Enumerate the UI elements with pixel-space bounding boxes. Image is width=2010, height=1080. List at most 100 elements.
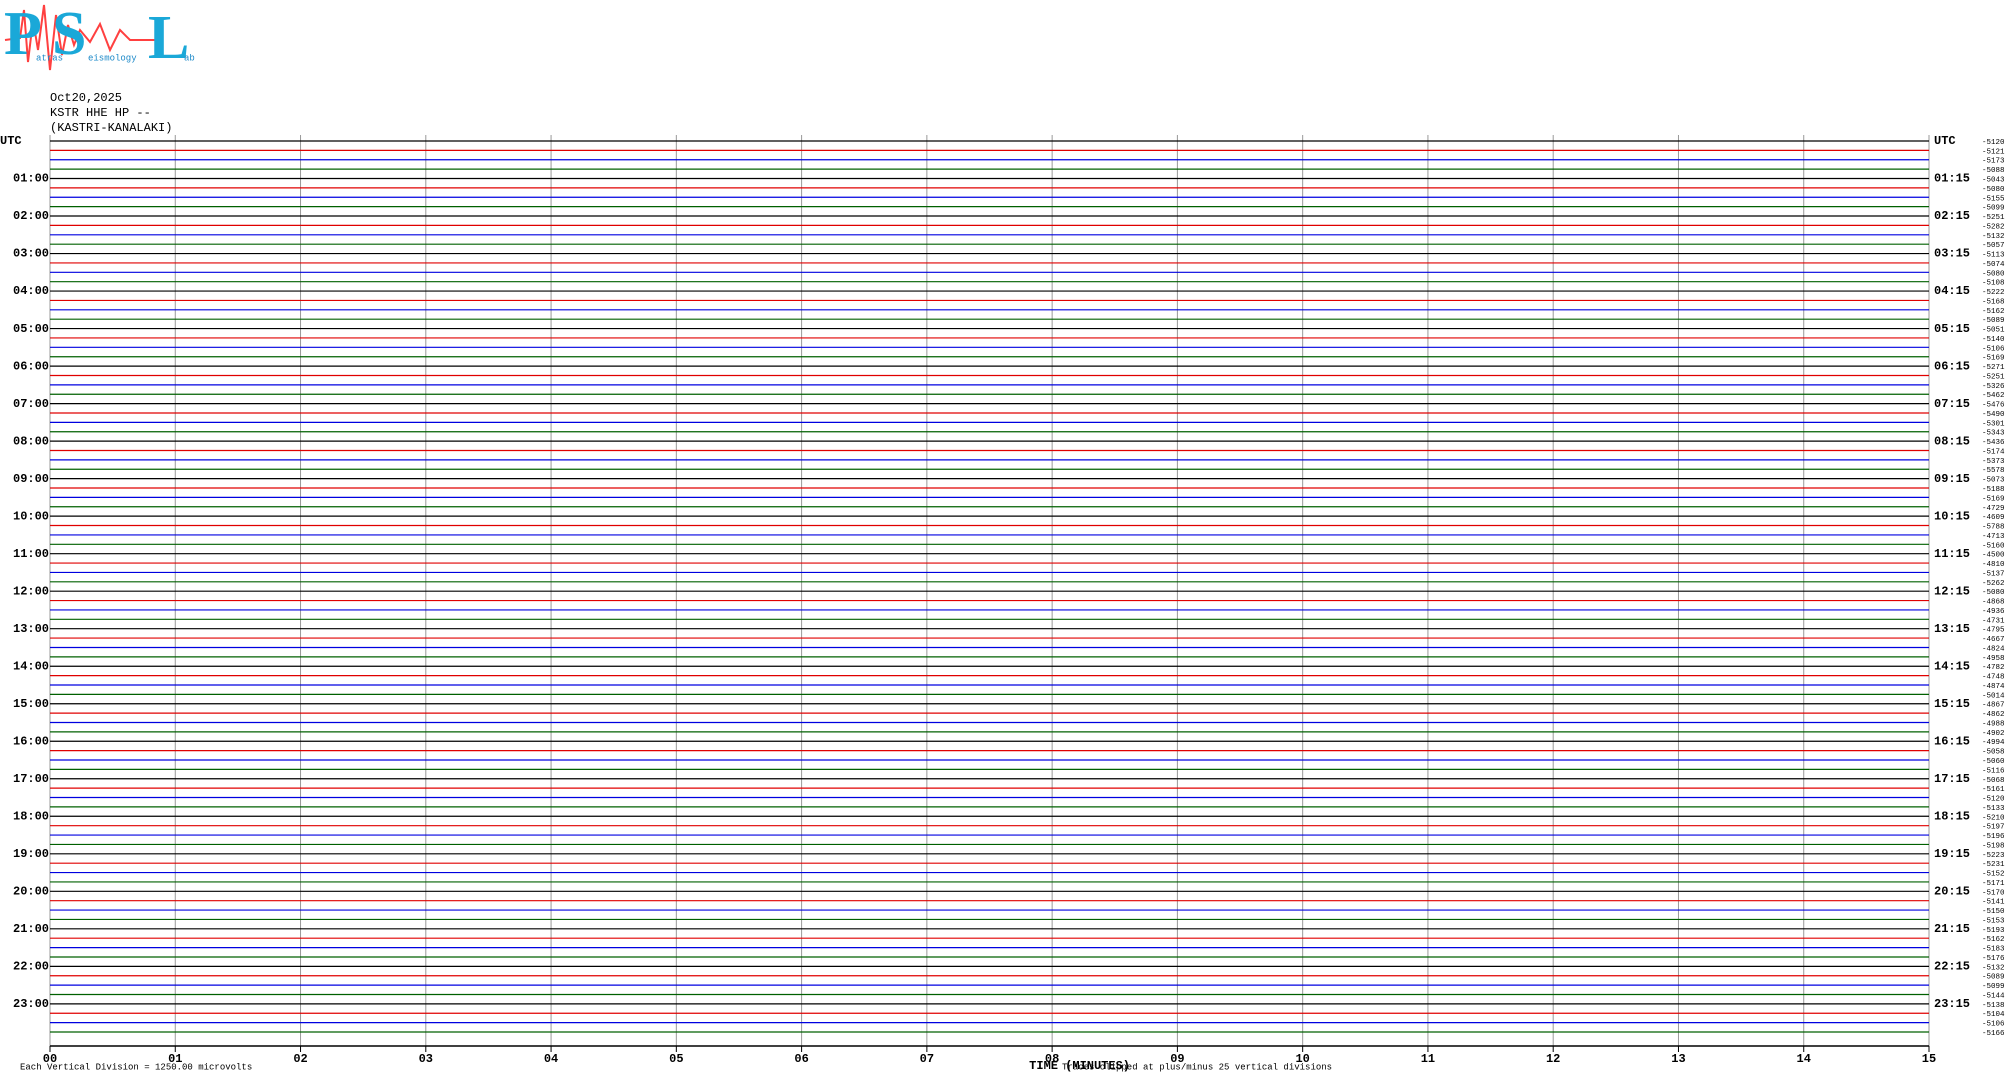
scale-note: Each Vertical Division = 1250.00 microvo… [20,1062,252,1072]
logo: P S L atras eismology ab [4,0,195,72]
x-tick-label: 02 [293,1052,307,1066]
hour-label: UTC [0,134,22,148]
logo-word: atras [36,53,63,63]
hour-label: 07:00 [13,397,49,411]
trace-offset: -4500 [1982,552,2005,560]
trace-offset: -5138 [1982,1002,2005,1010]
hour-label: 21:00 [13,922,49,936]
trace-offset: -4862 [1982,711,2005,719]
logo-letter: L [148,4,189,72]
trace-offset: -5099 [1982,205,2005,213]
trace-offset: -5060 [1982,758,2005,766]
hour-label: 10:15 [1934,509,1970,523]
trace-offset: -5153 [1982,917,2005,925]
logo-wave [4,4,160,71]
trace-offset: -5301 [1982,420,2005,428]
trace-offset: -4748 [1982,674,2005,682]
x-tick-label: 08 [1045,1052,1059,1066]
trace-offset: -4988 [1982,720,2005,728]
hour-label: 16:15 [1934,734,1970,748]
x-tick-label: 01 [168,1052,182,1066]
trace-offset: -5132 [1982,233,2005,241]
hour-label: 17:00 [13,772,49,786]
trace-offset: -5223 [1982,852,2005,860]
hour-label: 14:15 [1934,659,1970,673]
trace-offset: -5193 [1982,927,2005,935]
trace-offset: -5089 [1982,974,2005,982]
trace-offset: -4782 [1982,664,2005,672]
date: Oct20,2025 [50,91,122,105]
logo-word: eismology [88,53,137,63]
trace-offset: -4867 [1982,702,2005,710]
hour-label: 04:15 [1934,284,1970,298]
hour-label: 08:00 [13,434,49,448]
hour-label: 22:00 [13,960,49,974]
hour-label: 06:15 [1934,359,1970,373]
trace-offset: -5166 [1982,1030,2005,1038]
trace-offset: -5176 [1982,955,2005,963]
trace-offset: -5120 [1982,796,2005,804]
hour-label: 05:00 [13,322,49,336]
hour-label: 16:00 [13,734,49,748]
trace-offset: -5171 [1982,880,2005,888]
hour-label: 14:00 [13,659,49,673]
hour-label: 13:00 [13,622,49,636]
trace-offset: -5089 [1982,317,2005,325]
trace-offset: -5170 [1982,889,2005,897]
trace-offset: -5121 [1982,148,2005,156]
trace-offset: -5137 [1982,570,2005,578]
x-tick-label: 03 [419,1052,433,1066]
x-tick-label: 15 [1922,1052,1936,1066]
trace-offset: -5262 [1982,580,2005,588]
trace-offset: -5462 [1982,392,2005,400]
trace-offset: -5108 [1982,280,2005,288]
hour-label: 19:00 [13,847,49,861]
trace-offset: -5073 [1982,477,2005,485]
trace-offset: -5080 [1982,589,2005,597]
trace-offset: -4936 [1982,608,2005,616]
trace-offset: -5116 [1982,767,2005,775]
trace-offset: -5222 [1982,289,2005,297]
x-tick-label: 04 [544,1052,558,1066]
trace-offset: -4958 [1982,655,2005,663]
trace-offset: -5141 [1982,899,2005,907]
hour-label: 08:15 [1934,434,1970,448]
hour-label: 13:15 [1934,622,1970,636]
trace-offset: -5133 [1982,805,2005,813]
hour-label: 06:00 [13,359,49,373]
trace-offset: -5210 [1982,814,2005,822]
hour-label: 01:00 [13,172,49,186]
trace-offset: -5058 [1982,749,2005,757]
trace-offset: -5490 [1982,411,2005,419]
hour-label: 03:00 [13,247,49,261]
x-tick-label: 07 [920,1052,934,1066]
trace-offset: -5196 [1982,833,2005,841]
hour-label: 09:00 [13,472,49,486]
trace-offset: -5326 [1982,383,2005,391]
trace-offset: -5162 [1982,308,2005,316]
trace-offset: -5068 [1982,777,2005,785]
trace-offset: -5198 [1982,842,2005,850]
trace-offset: -5074 [1982,261,2005,269]
trace-offset: -5144 [1982,992,2005,1000]
x-axis-label: TIME (MINUTES) [1029,1059,1130,1073]
hour-label: 12:00 [13,584,49,598]
trace-offset: -5088 [1982,167,2005,175]
trace-offset: -5140 [1982,336,2005,344]
trace-offset: -5168 [1982,298,2005,306]
trace-offset: -5173 [1982,158,2005,166]
hour-label: 17:15 [1934,772,1970,786]
hour-label: 20:15 [1934,884,1970,898]
hour-label: 03:15 [1934,247,1970,261]
hour-label: 10:00 [13,509,49,523]
x-tick-label: 13 [1671,1052,1685,1066]
trace-offset: -4729 [1982,505,2005,513]
hour-label: 23:00 [13,997,49,1011]
trace-offset: -5120 [1982,139,2005,147]
trace-offset: -5169 [1982,495,2005,503]
hour-label: 04:00 [13,284,49,298]
station: (KASTRI-KANALAKI) [50,121,172,135]
hour-label: 18:15 [1934,809,1970,823]
x-tick-label: 00 [43,1052,57,1066]
